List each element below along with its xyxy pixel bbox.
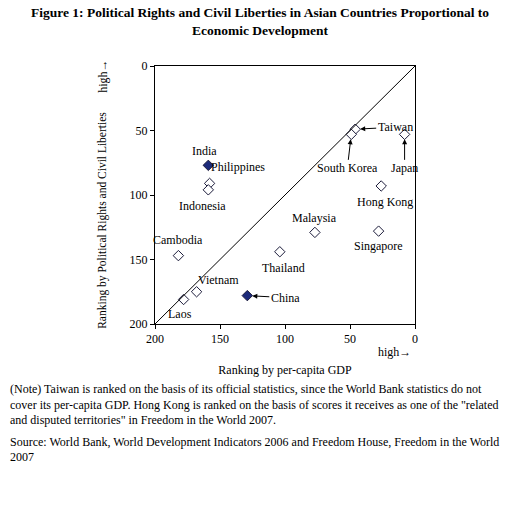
svg-text:Indonesia: Indonesia xyxy=(179,199,226,213)
svg-text:Taiwan: Taiwan xyxy=(378,120,413,134)
svg-text:Ranking by per-capita GDP: Ranking by per-capita GDP xyxy=(218,363,352,377)
svg-text:Ranking by Political Rights an: Ranking by Political Rights and Civil Li… xyxy=(96,112,109,329)
html-text:Figure 1: Political Rights and: Figure 1: Political Rights and Civil Lib… xyxy=(30,5,490,38)
html-text:Source: World Bank, World Deve: Source: World Bank, World Development In… xyxy=(10,434,500,465)
svg-text:0: 0 xyxy=(412,332,418,346)
svg-text:Malaysia: Malaysia xyxy=(292,211,337,225)
svg-text:Philippines: Philippines xyxy=(211,160,265,174)
svg-text:Laos: Laos xyxy=(168,307,192,321)
svg-text:Hong Kong: Hong Kong xyxy=(357,195,413,209)
svg-text:high→: high→ xyxy=(378,345,411,359)
svg-text:50: 50 xyxy=(136,124,148,138)
svg-text:Thailand: Thailand xyxy=(262,261,305,275)
svg-text:Cambodia: Cambodia xyxy=(153,233,203,247)
svg-text:200: 200 xyxy=(130,317,148,331)
svg-text:high→: high→ xyxy=(96,59,110,92)
svg-text:200: 200 xyxy=(146,332,164,346)
svg-text:South Korea: South Korea xyxy=(317,161,378,175)
svg-text:50: 50 xyxy=(344,332,356,346)
svg-text:100: 100 xyxy=(276,332,294,346)
svg-text:0: 0 xyxy=(142,59,148,73)
svg-text:Vietnam: Vietnam xyxy=(198,273,239,287)
svg-text:100: 100 xyxy=(130,188,148,202)
svg-text:150: 150 xyxy=(211,332,229,346)
html-text:(Note) Taiwan is ranked on the: (Note) Taiwan is ranked on the basis of … xyxy=(10,382,499,428)
svg-text:150: 150 xyxy=(130,253,148,267)
svg-text:China: China xyxy=(271,291,300,305)
svg-text:India: India xyxy=(192,144,217,158)
svg-text:Japan: Japan xyxy=(391,161,418,175)
svg-text:Singapore: Singapore xyxy=(354,239,403,253)
